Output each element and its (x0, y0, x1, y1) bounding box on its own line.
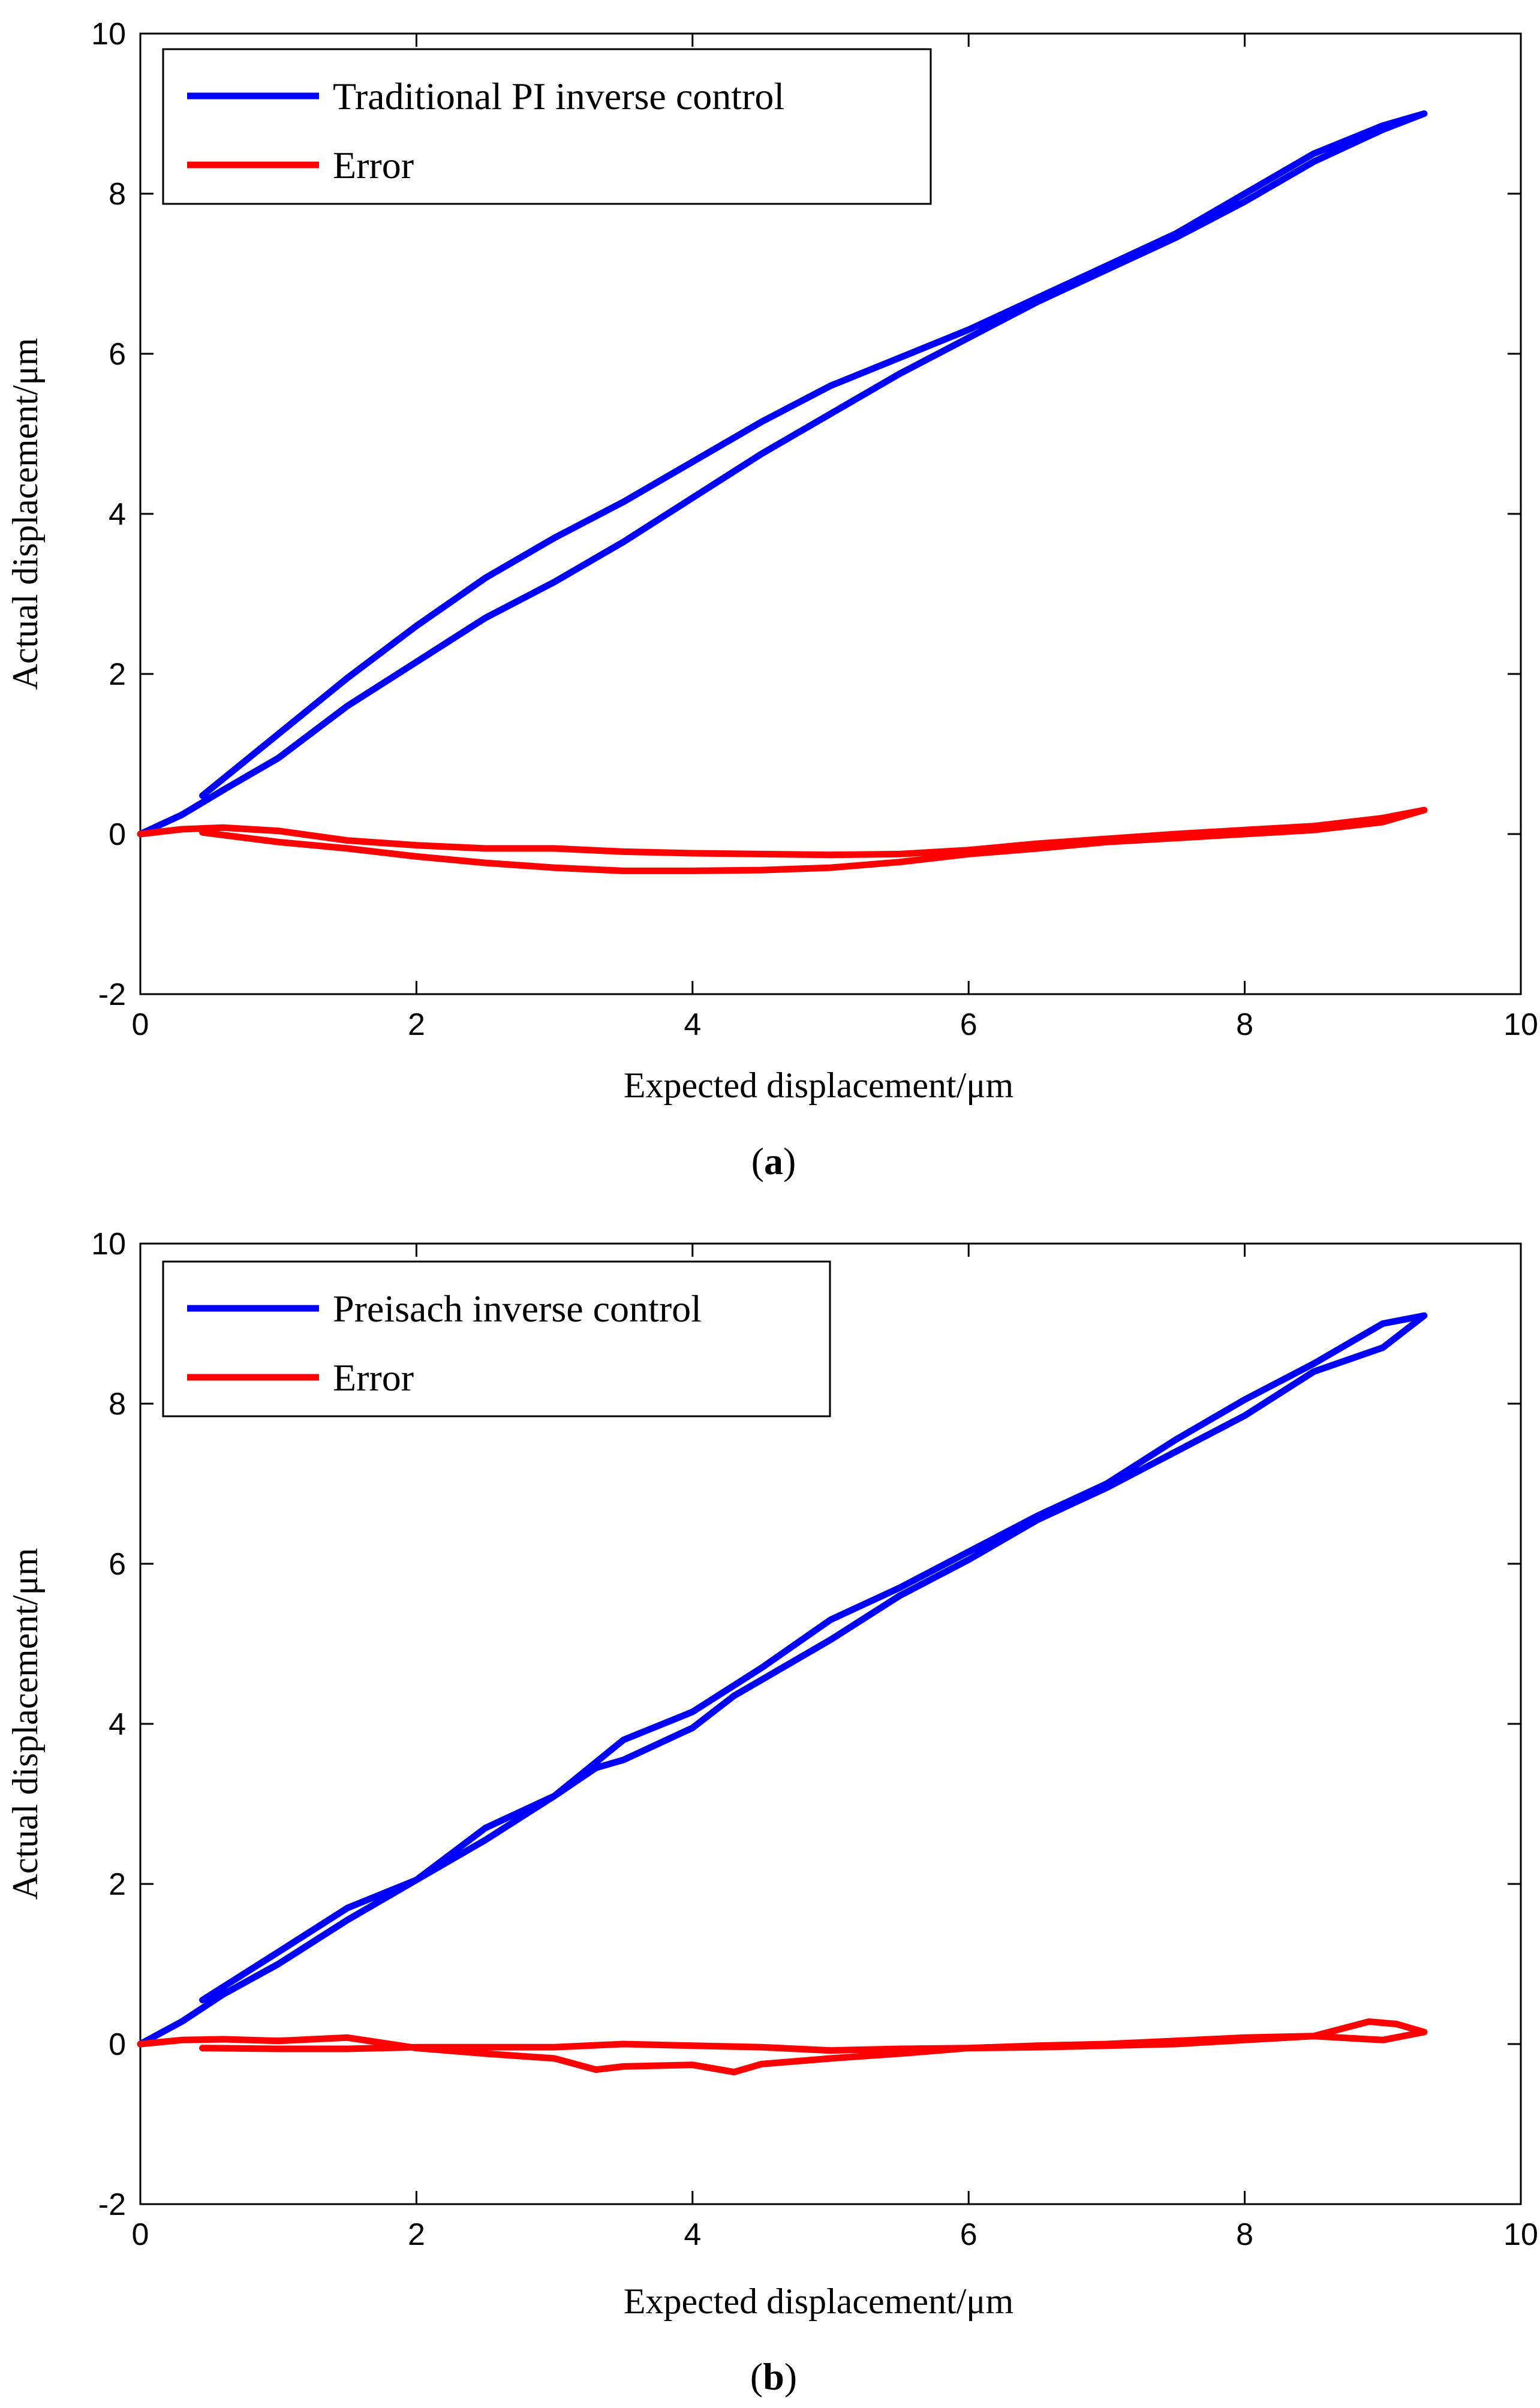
x-tick-label: 10 (1503, 1007, 1538, 1042)
legend-label-error-b: Error (333, 1356, 414, 1399)
y-axis-label-a: Actual displacement/μm (5, 338, 45, 690)
x-axis-label-a: Expected displacement/μm (624, 1065, 1013, 1105)
legend-a: Traditional PI inverse control Error (162, 48, 932, 205)
y-tick-label: -2 (98, 977, 126, 1012)
y-tick-labels-a: -2 0 2 4 6 8 10 (91, 17, 126, 1012)
y-tick-label: -2 (98, 2187, 126, 2222)
series-lines-a (137, 110, 1428, 874)
y-tick-labels-b: -2 0 2 4 6 8 10 (91, 1227, 126, 2222)
y-tick-label: 4 (109, 497, 126, 532)
legend-label-traditional-pi: Traditional PI inverse control (333, 75, 784, 118)
legend-b: Preisach inverse control Error (162, 1260, 831, 1417)
panel-caption-letter-b: b (763, 2355, 784, 2398)
legend-label-preisach: Preisach inverse control (333, 1287, 702, 1330)
series-line-error-b (137, 2018, 1428, 2076)
x-tick-label: 10 (1503, 2217, 1538, 2252)
panel-caption-b: (b) (750, 2355, 797, 2398)
series-line-traditional-pi (137, 110, 1428, 838)
x-tick-labels-b: 0 2 4 6 8 10 (132, 2217, 1538, 2252)
y-axis-label-b: Actual displacement/μm (5, 1548, 45, 1900)
series-lines-b (137, 1312, 1428, 2076)
legend-box-a (162, 48, 932, 205)
x-tick-label: 4 (684, 1007, 701, 1042)
x-tick-label: 6 (960, 1007, 977, 1042)
y-tick-label: 10 (91, 1227, 126, 1262)
axis-ticks-a (139, 32, 1522, 995)
series-line-error-a (137, 806, 1428, 874)
panel-caption-letter-a: a (764, 1140, 783, 1182)
x-tick-label: 6 (960, 2217, 977, 2252)
y-tick-label: 2 (109, 1867, 126, 1902)
x-axis-label-b: Expected displacement/μm (624, 2281, 1013, 2321)
axis-ticks-b (139, 1242, 1522, 2205)
series-line-preisach (137, 1312, 1428, 2048)
chart-panel-a: 0 2 4 6 8 10 -2 0 2 4 6 8 10 Traditional… (5, 17, 1538, 1182)
y-tick-label: 0 (109, 817, 126, 852)
y-tick-label: 2 (109, 657, 126, 692)
panel-caption-a: (a) (751, 1140, 796, 1182)
legend-label-error-a: Error (333, 144, 414, 186)
x-tick-label: 2 (408, 1007, 425, 1042)
y-tick-label: 6 (109, 337, 126, 372)
y-tick-label: 0 (109, 2027, 126, 2062)
x-tick-label: 0 (132, 2217, 149, 2252)
y-tick-label: 6 (109, 1547, 126, 1582)
y-tick-label: 10 (91, 17, 126, 52)
y-tick-label: 4 (109, 1707, 126, 1742)
chart-panel-b: 0 2 4 6 8 10 -2 0 2 4 6 8 10 Preisach in… (5, 1227, 1538, 2398)
y-tick-label: 8 (109, 177, 126, 212)
x-tick-labels-a: 0 2 4 6 8 10 (132, 1007, 1538, 1042)
x-tick-label: 8 (1236, 1007, 1253, 1042)
legend-box-b (162, 1260, 831, 1417)
x-tick-label: 0 (132, 1007, 149, 1042)
x-tick-label: 8 (1236, 2217, 1253, 2252)
x-tick-label: 4 (684, 2217, 701, 2252)
x-tick-label: 2 (408, 2217, 425, 2252)
y-tick-label: 8 (109, 1387, 126, 1422)
